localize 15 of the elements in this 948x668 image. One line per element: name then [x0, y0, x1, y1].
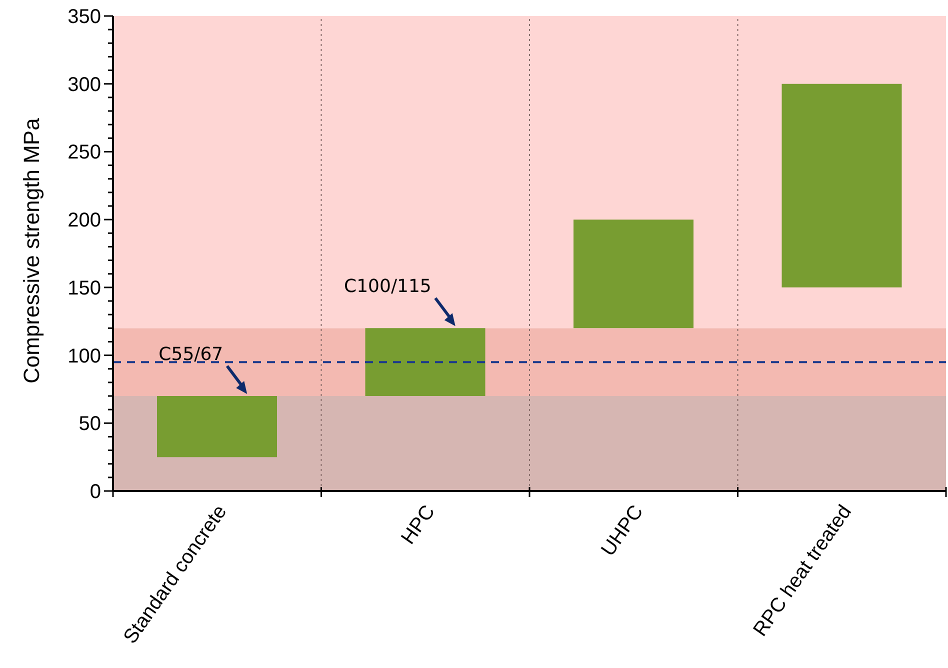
annotation: C100/115 [344, 276, 432, 298]
y-axis-title: Compressive strength MPa [18, 117, 44, 384]
y-tick-label: 200 [68, 210, 101, 232]
annotation: C55/67 [158, 344, 224, 365]
bar [782, 84, 902, 288]
bar [365, 328, 486, 396]
y-tick-label: 100 [68, 345, 101, 368]
bar [574, 220, 694, 328]
y-tick-label: 250 [68, 142, 101, 164]
y-tick-label: 0 [90, 481, 101, 503]
y-tick-label: 50 [78, 413, 101, 436]
y-tick-label: 350 [68, 6, 101, 28]
y-tick-label: 300 [68, 74, 101, 96]
y-tick-label: 150 [68, 277, 101, 300]
bar [157, 396, 277, 458]
